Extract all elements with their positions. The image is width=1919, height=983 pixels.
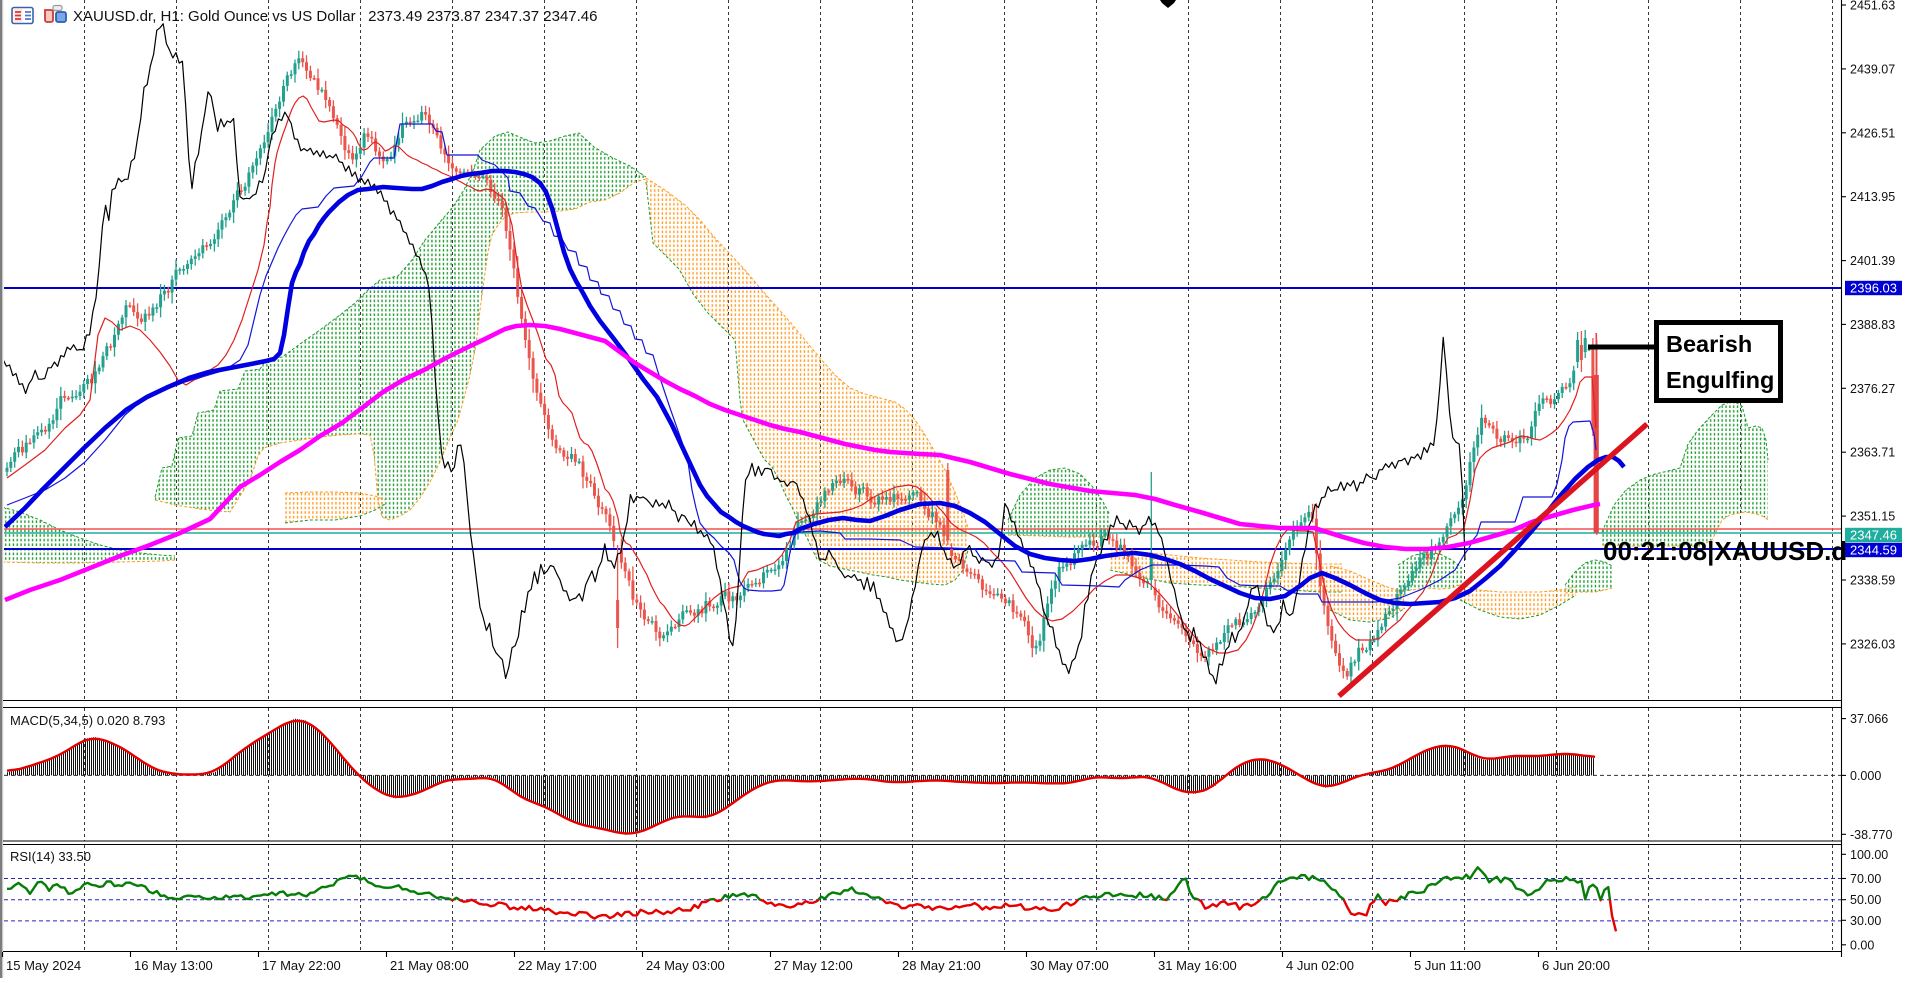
svg-text:0.000: 0.000 (1850, 769, 1881, 783)
svg-text:2439.07: 2439.07 (1850, 62, 1895, 76)
svg-text:50.00: 50.00 (1850, 893, 1881, 907)
svg-text:Bearish: Bearish (1666, 331, 1752, 357)
svg-text:31 May 16:00: 31 May 16:00 (1158, 958, 1237, 973)
svg-text:24 May 03:00: 24 May 03:00 (646, 958, 725, 973)
svg-text:2347.46: 2347.46 (1850, 528, 1897, 543)
svg-text:37.066: 37.066 (1850, 712, 1888, 726)
svg-text:15 May 2024: 15 May 2024 (6, 958, 81, 973)
svg-text:2376.27: 2376.27 (1850, 382, 1895, 396)
svg-text:2351.15: 2351.15 (1850, 510, 1895, 524)
svg-text:2413.95: 2413.95 (1850, 190, 1895, 204)
svg-text:2344.59: 2344.59 (1850, 543, 1897, 558)
svg-text:4 Jun 02:00: 4 Jun 02:00 (1286, 958, 1354, 973)
svg-text:-38.770: -38.770 (1850, 828, 1892, 842)
svg-text:2338.59: 2338.59 (1850, 574, 1895, 588)
svg-text:28 May 21:00: 28 May 21:00 (902, 958, 981, 973)
svg-text:XAUUSD.dr, H1: Gold Ounce vs: XAUUSD.dr, H1: Gold Ounce vs US Dollar 2… (73, 8, 598, 25)
svg-text:16 May 13:00: 16 May 13:00 (134, 958, 213, 973)
svg-text:2388.83: 2388.83 (1850, 318, 1895, 332)
svg-text:RSI(14) 33.50: RSI(14) 33.50 (10, 849, 91, 864)
svg-text:70.00: 70.00 (1850, 872, 1881, 886)
svg-text:MACD(5,34,5) 0.020 8.793: MACD(5,34,5) 0.020 8.793 (10, 713, 165, 728)
svg-text:100.00: 100.00 (1850, 848, 1888, 862)
svg-text:0.00: 0.00 (1850, 938, 1874, 952)
svg-text:17 May 22:00: 17 May 22:00 (262, 958, 341, 973)
svg-text:27 May 12:00: 27 May 12:00 (774, 958, 853, 973)
svg-text:2426.51: 2426.51 (1850, 126, 1895, 140)
svg-text:2326.03: 2326.03 (1850, 637, 1895, 651)
svg-text:2451.63: 2451.63 (1850, 0, 1895, 13)
svg-text:21 May 08:00: 21 May 08:00 (390, 958, 469, 973)
svg-text:6 Jun 20:00: 6 Jun 20:00 (1542, 958, 1610, 973)
svg-text:00:21:08|XAUUSD.d: 00:21:08|XAUUSD.d (1603, 536, 1847, 566)
svg-text:5 Jun 11:00: 5 Jun 11:00 (1414, 958, 1481, 973)
svg-text:30 May 07:00: 30 May 07:00 (1030, 958, 1109, 973)
svg-text:2363.71: 2363.71 (1850, 446, 1895, 460)
svg-text:30.00: 30.00 (1850, 914, 1881, 928)
svg-text:22 May 17:00: 22 May 17:00 (518, 958, 597, 973)
svg-text:2396.03: 2396.03 (1850, 281, 1897, 296)
svg-text:Engulfing: Engulfing (1666, 367, 1774, 393)
svg-text:2401.39: 2401.39 (1850, 254, 1895, 268)
